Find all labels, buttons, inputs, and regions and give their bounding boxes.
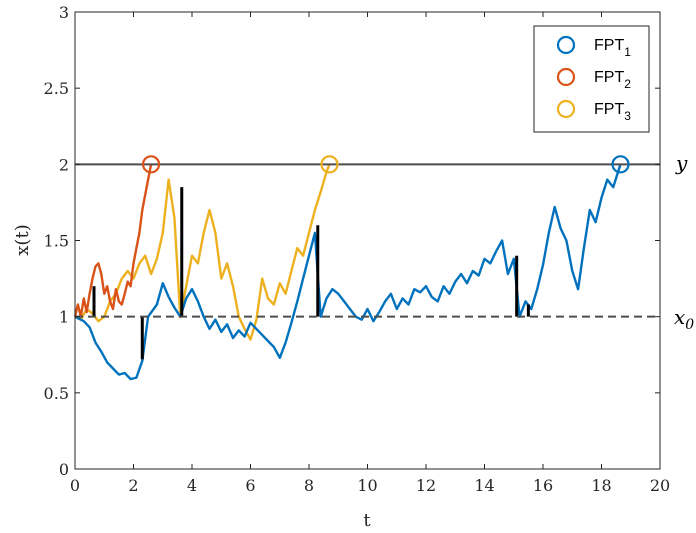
legend-label-1: FPT1 bbox=[594, 37, 631, 59]
x-tick-label: 10 bbox=[357, 476, 377, 495]
legend-marker-3 bbox=[556, 99, 576, 119]
legend-label-sub: 3 bbox=[624, 109, 631, 123]
series-line-2 bbox=[73, 164, 153, 318]
y-tick-label: 2.5 bbox=[44, 79, 69, 98]
legend-box bbox=[533, 25, 650, 133]
x0-label-main: x bbox=[674, 305, 685, 329]
reference-lines bbox=[75, 163, 660, 318]
legend-marker-2 bbox=[556, 67, 576, 87]
series-line-3 bbox=[74, 163, 331, 341]
legend-label-3: FPT3 bbox=[594, 101, 631, 123]
x0-label-sub: 0 bbox=[685, 317, 694, 333]
first-passage-markers bbox=[141, 155, 630, 174]
y-tick-label: 1 bbox=[59, 308, 69, 327]
y-tick-label: 1.5 bbox=[44, 232, 69, 251]
x-tick-label: 20 bbox=[650, 476, 670, 495]
legend-label-main: FPT bbox=[594, 37, 624, 54]
legend-marker-1 bbox=[556, 35, 576, 55]
fpt-marker-1 bbox=[611, 155, 630, 174]
x-tick-label: 14 bbox=[474, 476, 494, 495]
x-tick-label: 2 bbox=[128, 476, 138, 495]
reset-segments bbox=[92, 187, 530, 360]
fpt-marker-3 bbox=[320, 155, 339, 174]
legend-label-sub: 1 bbox=[624, 45, 631, 59]
x0-label: x0 bbox=[674, 305, 694, 333]
y-threshold-label: y bbox=[675, 151, 688, 175]
y-tick-label: 0 bbox=[59, 460, 69, 479]
x-tick-label: 12 bbox=[416, 476, 436, 495]
x-tick-label: 18 bbox=[591, 476, 611, 495]
x-tick-label: 0 bbox=[70, 476, 80, 495]
legend-label-main: FPT bbox=[594, 69, 624, 86]
x-tick-label: 16 bbox=[533, 476, 553, 495]
legend-label-sub: 2 bbox=[624, 77, 631, 91]
y-tick-label: 0.5 bbox=[44, 384, 69, 403]
x-tick-label: 6 bbox=[245, 476, 255, 495]
x-axis-title: t bbox=[363, 510, 371, 531]
y-axis-title: x(t) bbox=[12, 224, 33, 255]
fpt-marker-2 bbox=[141, 155, 161, 174]
legend-label-2: FPT2 bbox=[594, 69, 631, 91]
x-tick-label: 4 bbox=[187, 476, 197, 495]
y-tick-label: 2 bbox=[59, 155, 69, 174]
x-tick-label: 8 bbox=[304, 476, 314, 495]
y-tick-label: 3 bbox=[59, 3, 69, 22]
legend-label-main: FPT bbox=[594, 101, 624, 118]
